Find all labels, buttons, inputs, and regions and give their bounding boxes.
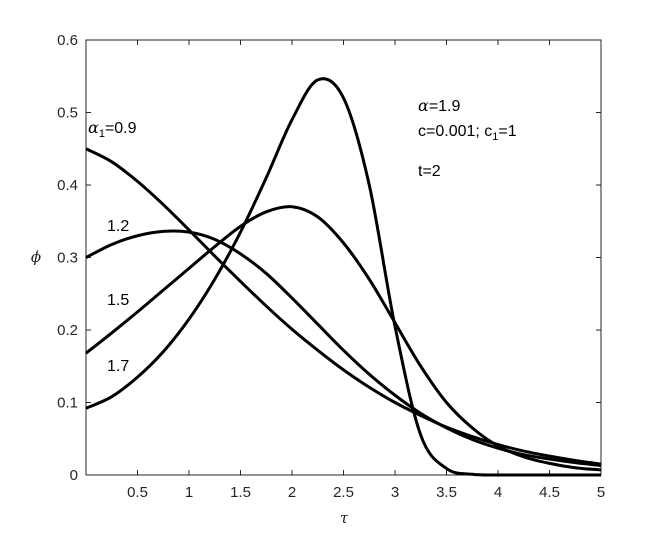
curve-label-0.9: α1=0.9	[88, 118, 137, 140]
series-lines	[85, 77, 602, 477]
y-axis: 0 0.1 0.2 0.3 0.4 0.5 0.6	[57, 32, 601, 484]
params-text: c=0.001; c	[418, 123, 492, 140]
y-tick-label: 0.1	[57, 395, 78, 412]
alpha-value: =1.9	[429, 98, 461, 115]
curve-label-1.5: 1.5	[107, 292, 129, 309]
y-tick-label: 0.3	[57, 250, 78, 267]
y-tick-label: 0	[70, 467, 78, 484]
y-tick-label: 0.5	[57, 105, 78, 122]
x-axis: 0.5 1 1.5 2 2.5 3 3.5 4 4.5 5	[127, 40, 605, 501]
x-tick-label: 5	[597, 484, 605, 501]
x-axis-label: τ	[340, 509, 349, 527]
series-line-1.5	[85, 205, 602, 472]
y-tick-label: 0.2	[57, 322, 78, 339]
params-tail: =1	[498, 123, 516, 140]
x-tick-label: 4.5	[539, 484, 560, 501]
alpha-symbol: α	[418, 96, 429, 115]
time-annotation: t=2	[418, 163, 441, 180]
y-tick-label: 0.4	[57, 177, 78, 194]
alpha1-symbol: α	[88, 118, 99, 137]
y-tick-label: 0.6	[57, 32, 78, 49]
x-tick-label: 3.5	[436, 484, 457, 501]
alpha1-value: =0.9	[105, 120, 137, 137]
x-tick-label: 2	[288, 484, 296, 501]
series-line-1.7	[85, 77, 601, 477]
x-tick-label: 2.5	[333, 484, 354, 501]
x-tick-label: 4	[494, 484, 502, 501]
x-tick-label: 1	[185, 484, 193, 501]
params-annotation: c=0.001; c1=1	[418, 123, 517, 143]
x-tick-label: 0.5	[127, 484, 148, 501]
y-axis-label: ϕ	[31, 248, 41, 266]
alpha1-subscript: 1	[99, 128, 105, 140]
plot-area	[85, 39, 602, 476]
x-tick-label: 3	[391, 484, 399, 501]
series-line-0.9	[85, 147, 602, 466]
curve-label-1.7: 1.7	[107, 358, 129, 375]
alpha-annotation: α=1.9	[418, 96, 461, 115]
params-subscript: 1	[492, 131, 498, 143]
x-tick-label: 1.5	[230, 484, 251, 501]
curve-label-1.2: 1.2	[107, 218, 129, 235]
